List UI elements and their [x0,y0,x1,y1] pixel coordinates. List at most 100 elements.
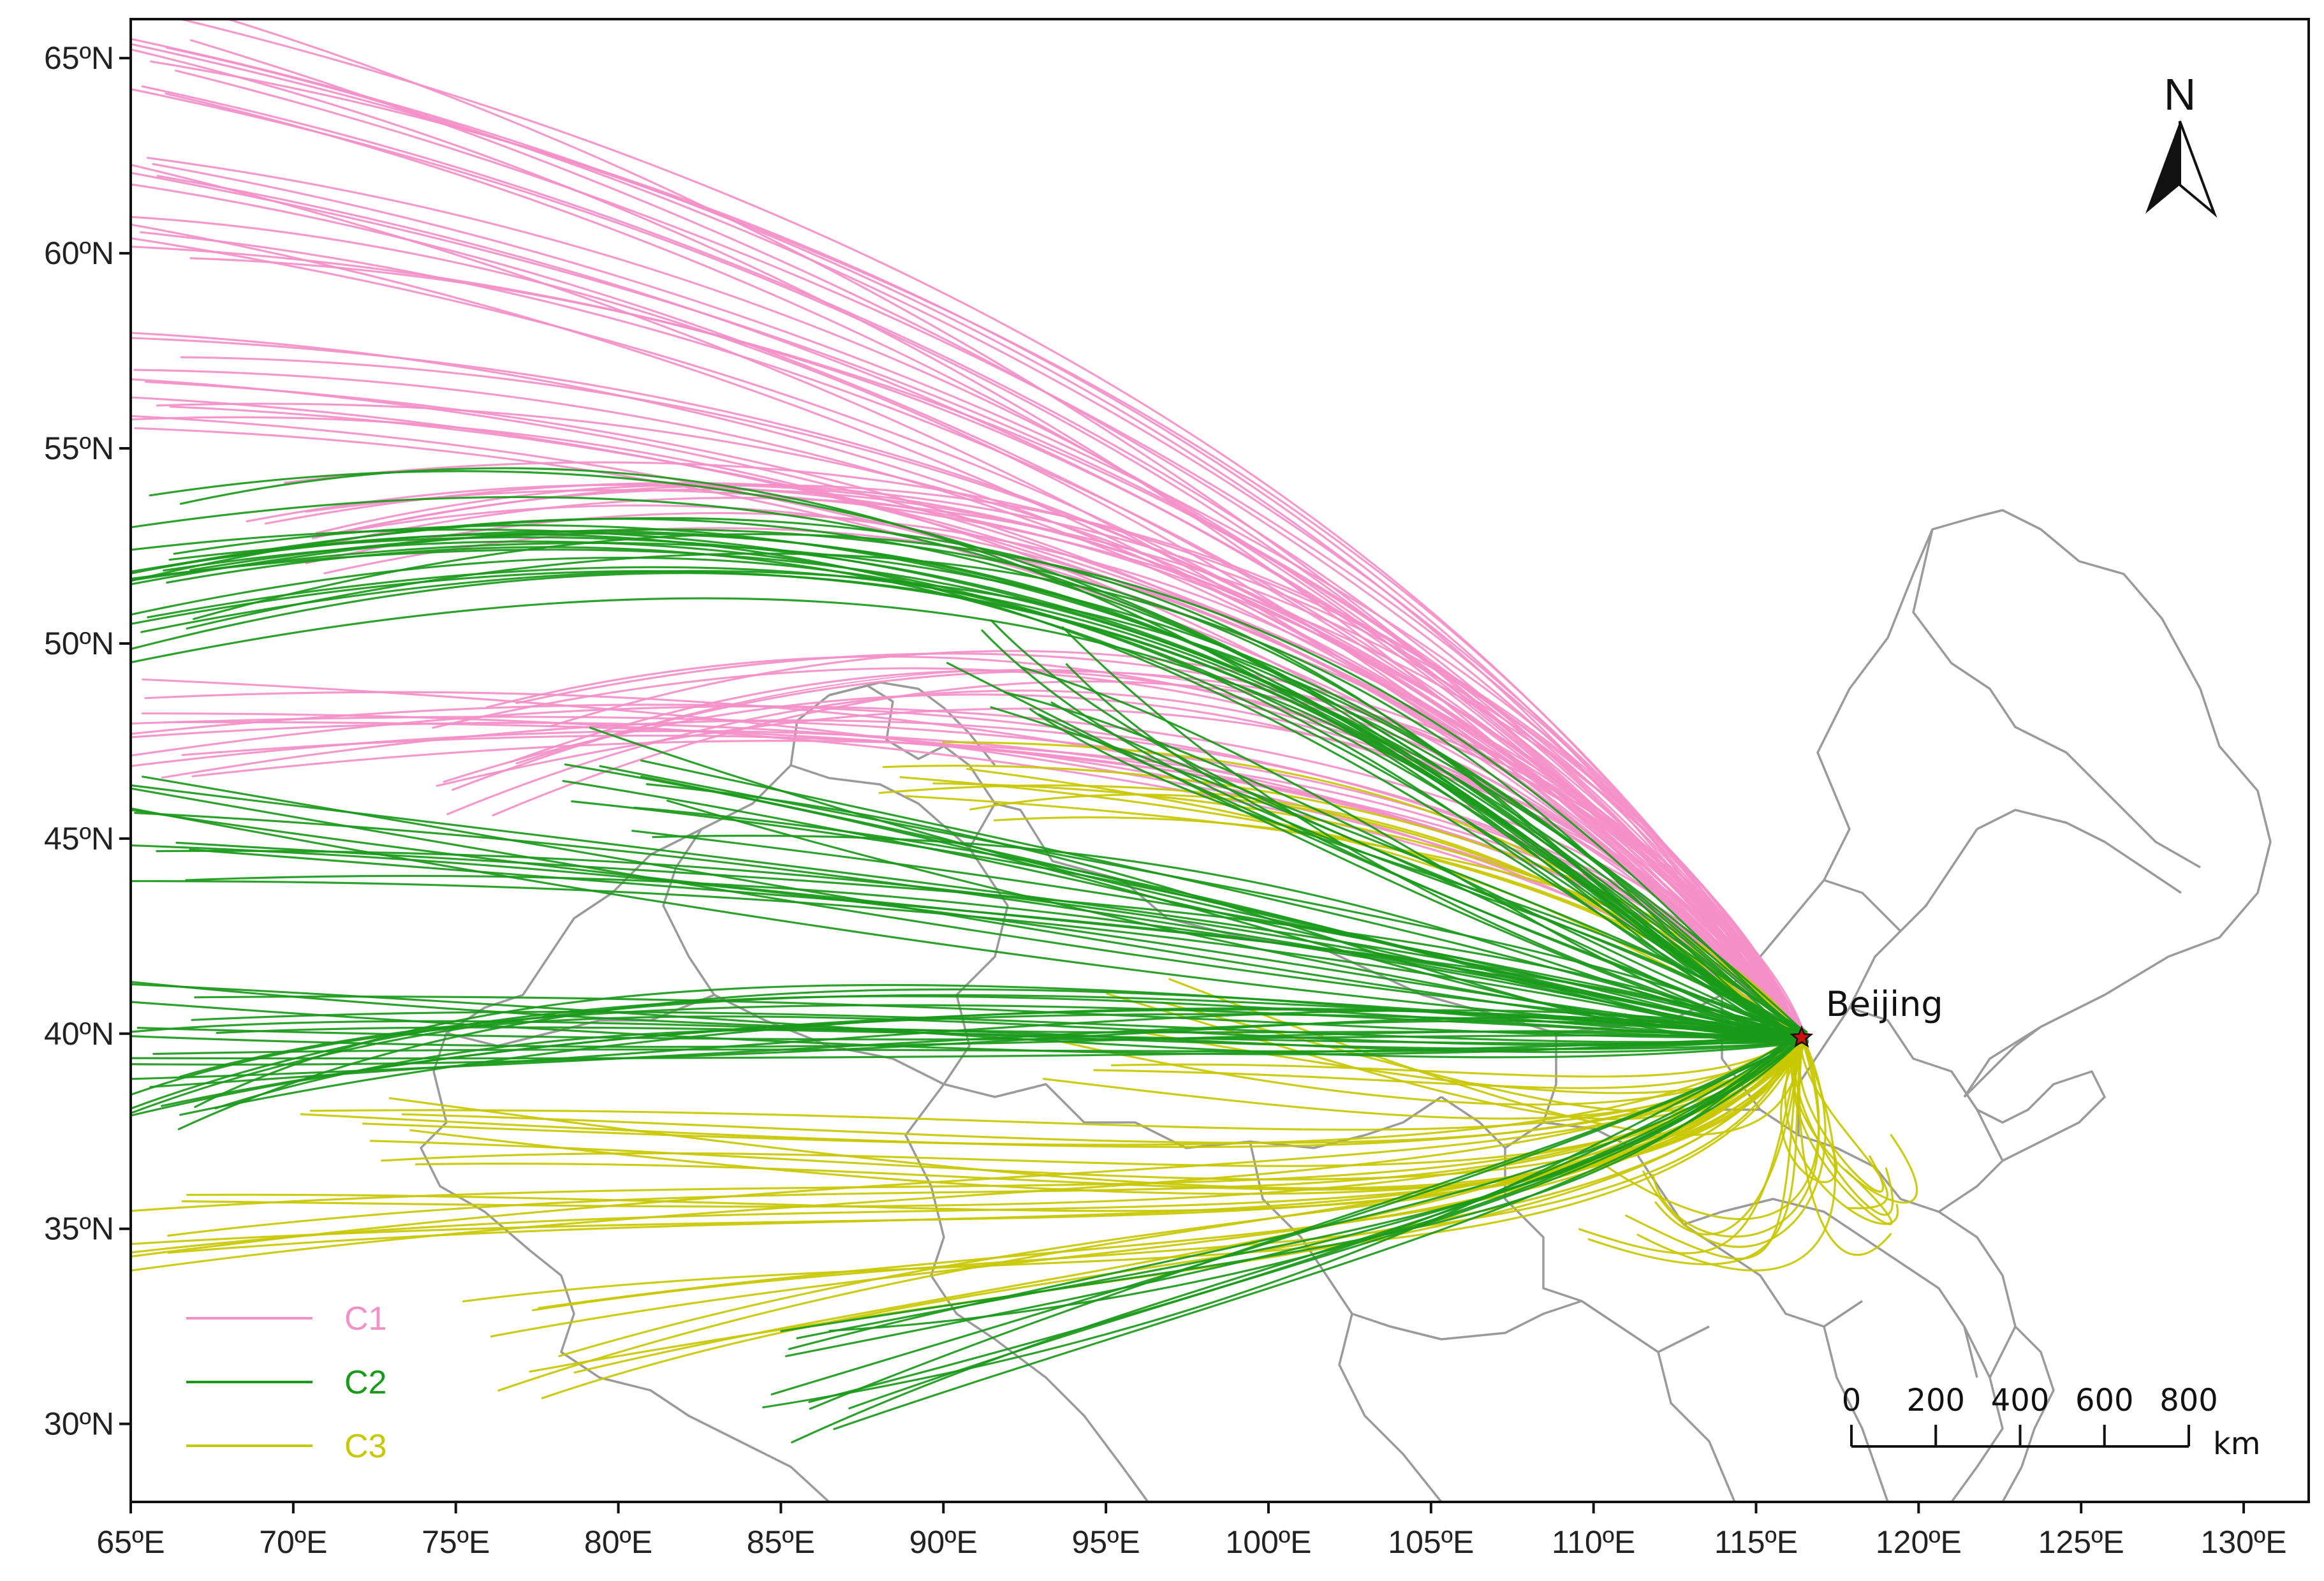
trajectory-line [131,995,1797,1110]
trajectory-line [300,1036,1805,1149]
x-axis: 65ºE 70ºE 75ºE 80ºE 85ºE 90ºE 95ºE 100ºE 105ºE 11… [96,1502,2287,1560]
trajectory-line [981,629,1804,1044]
trajectory-line [131,983,1809,1059]
trajectory-line [131,1030,1806,1048]
trajectory-line [131,237,1804,1043]
legend-label-c3: C3 [344,1428,386,1465]
trajectory-line [131,541,1807,1037]
north-arrow-left-half [2145,121,2180,214]
x-tick-label: 120ºE [1876,1524,1962,1560]
trajectory-line [848,1033,1800,1409]
trajectory-line [166,546,1798,1040]
scale-bar-tick-label: 800 [2159,1383,2218,1418]
trajectory-line [189,39,1808,1045]
trajectory-line [175,70,1805,1043]
trajectory-line [131,844,1807,1036]
y-tick-label: 30ºN [44,1406,114,1442]
x-tick-label: 70ºE [259,1524,327,1560]
trajectory-line [180,356,1805,1043]
trajectory-line [1642,1039,1827,1248]
trajectory-line [131,1041,1804,1258]
y-axis: 30ºN 35ºN 40ºN 45ºN 50ºN 55ºN 60ºN 65ºN [44,40,131,1442]
trajectory-line [770,1040,1804,1395]
trajectory-line [541,1038,1797,1399]
x-tick-label: 105ºE [1388,1524,1474,1560]
trajectory-line [131,48,1800,1038]
north-arrow-right-half [2179,121,2217,218]
scale-bar-tick-label: 600 [2075,1383,2134,1418]
trajectory-line [1793,1036,1894,1216]
trajectory-line [882,765,1804,1038]
y-tick-label: 50ºN [44,626,114,661]
trajectory-line [942,741,1802,1039]
trajectory-line [131,784,1807,1038]
scale-bar-ticks: 0 200 400 600 800 [1842,1383,2218,1446]
trajectory-line [131,38,1798,1045]
x-tick-label: 100ºE [1225,1524,1311,1560]
trajectory-line [131,183,1804,1038]
trajectory-line [161,719,1798,1034]
trajectory-line [1652,1038,1820,1238]
city-marker-beijing: Beijing [1790,984,1943,1048]
trajectory-line [186,552,1800,1039]
trajectory-line [131,1042,1804,1254]
y-tick-label: 45ºN [44,821,114,857]
city-label: Beijing [1826,984,1943,1024]
y-tick-label: 60ºN [44,235,114,271]
boundary-outline [828,509,2272,1098]
trajectory-line [1625,1036,1800,1260]
trajectory-line [1587,1033,1804,1265]
trajectory-line [1042,1034,1802,1120]
x-tick-label: 90ºE [909,1524,978,1560]
trajectory-line [179,467,1801,1033]
trajectory-line [515,670,1806,1036]
trajectory-line [131,879,1807,1044]
scale-bar-tick-label: 200 [1906,1383,1965,1418]
legend-label-c2: C2 [344,1364,386,1401]
map-frame [129,18,2310,1503]
x-tick-label: 75ºE [422,1524,490,1560]
trajectory-line [562,780,1797,1036]
scale-bar-tick-label: 400 [1991,1383,2050,1418]
trajectory-line [173,524,1806,1034]
x-tick-label: 130ºE [2201,1524,2287,1560]
trajectory-line [1110,1036,1798,1078]
trajectory-line [1065,663,1804,1040]
map-area [131,19,2272,1502]
trajectory-line [131,378,1807,1045]
x-tick-label: 110ºE [1552,1524,1635,1560]
north-arrow-icon: N [2145,70,2217,218]
trajectory-line [589,726,1804,1034]
trajectory-line [809,1034,1799,1410]
trajectory-line [1654,1038,1801,1236]
trajectory-line [415,1039,1809,1191]
trajectory-line [177,988,1801,1131]
x-tick-label: 95ºE [1071,1524,1140,1560]
trajectory-line [156,849,1798,1038]
trajectory-line [246,483,1802,1043]
trajectory-line [899,776,1797,1040]
x-tick-label: 85ºE [747,1524,815,1560]
y-tick-label: 35ºN [44,1211,114,1247]
trajectory-line [158,517,1809,1037]
trajectory-line [131,416,1806,1036]
trajectory-line [140,570,1804,1033]
trajectory-line [131,223,1803,1045]
trajectory-line [224,19,1809,1034]
trajectory-line [833,1043,1798,1430]
trajectory-line [1798,1030,1892,1256]
trajectory-line [194,983,1809,1108]
x-tick-label: 65ºE [96,1524,165,1560]
x-tick-label: 80ºE [584,1524,652,1560]
trajectory-line [1003,691,1804,1037]
trajectory-line [131,980,1805,1044]
x-tick-label: 125ºE [2038,1524,2124,1560]
trajectory-group-c2 [131,467,1809,1444]
trajectory-line [1601,1031,1820,1221]
trajectory-line [131,556,1797,1034]
trajectory-line [149,470,1809,1040]
trajectory-line [788,1040,1800,1350]
y-tick-label: 40ºN [44,1016,114,1052]
trajectory-line [1029,708,1806,1045]
trajectory-line [762,1041,1798,1409]
